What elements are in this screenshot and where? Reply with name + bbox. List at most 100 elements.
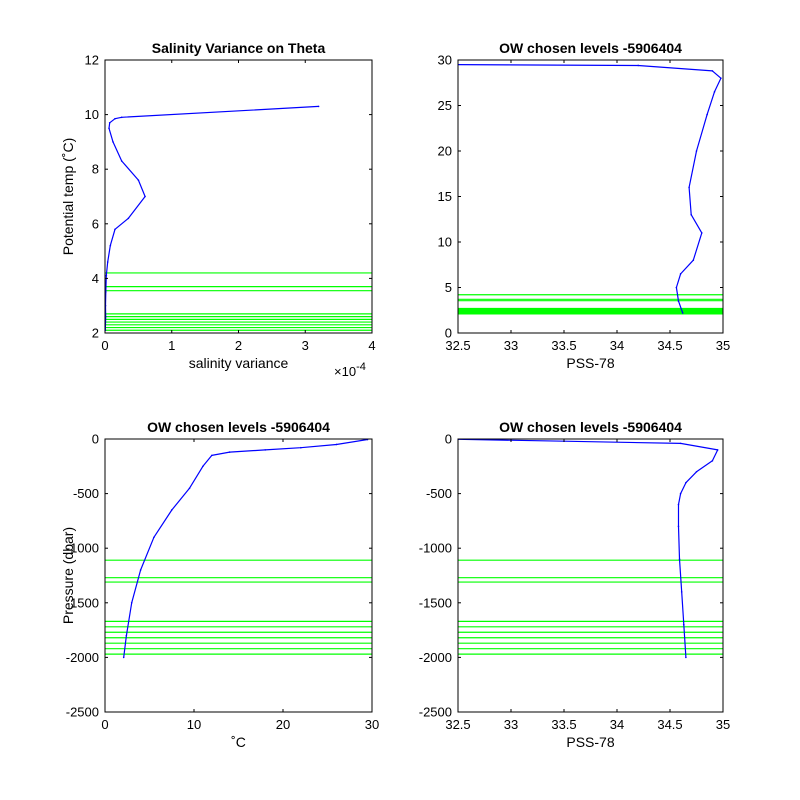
x-axis-exponent: ×10-4: [334, 361, 366, 379]
axes-background: [105, 60, 372, 333]
x-tick-label: 34.5: [657, 338, 682, 353]
y-tick-label: -500: [73, 486, 99, 501]
profile-point: [679, 492, 682, 495]
profile-point: [188, 487, 191, 489]
x-tick-label: 33.5: [551, 717, 576, 732]
profile-point: [680, 591, 683, 593]
profile-point: [127, 217, 130, 220]
x-tick-label: 33.5: [551, 338, 576, 353]
y-tick-label: 2: [92, 326, 99, 341]
x-axis-exponent-base: ×10: [334, 364, 356, 379]
profile-point: [713, 91, 716, 93]
x-tick-label: 35: [716, 717, 730, 732]
y-tick-label: -1000: [419, 541, 452, 556]
profile-point: [685, 656, 687, 659]
y-axis-label: Pressure (dbar): [60, 527, 76, 624]
profile-point: [106, 261, 109, 263]
profile-point: [202, 465, 204, 468]
y-tick-label: 10: [85, 107, 99, 122]
profile-point: [692, 259, 695, 262]
y-tick-label: 12: [85, 53, 99, 68]
profile-point: [716, 449, 719, 451]
profile-point: [137, 179, 140, 181]
x-tick-label: 1: [168, 338, 175, 353]
subplot-title: OW chosen levels -5906404: [147, 419, 330, 435]
profile-line: [458, 439, 719, 658]
y-tick-label: -1500: [66, 595, 99, 610]
profile-point: [711, 460, 714, 462]
profile-point: [679, 442, 682, 445]
y-tick-label: -2500: [66, 705, 99, 720]
profile-point: [120, 116, 123, 119]
y-tick-label: 0: [445, 326, 452, 341]
x-tick-label: 32.5: [445, 717, 470, 732]
profile-point: [125, 634, 128, 637]
y-tick-label: 6: [92, 216, 99, 231]
profile-point: [114, 117, 116, 120]
profile-line: [123, 439, 368, 658]
profile-point: [675, 286, 678, 289]
profile-point: [228, 451, 231, 453]
subplot-3: 0 10 20 30 -2500 -2000 -1500 -1000 -500 0 OW chose…: [60, 419, 379, 750]
y-tick-label: -2000: [419, 650, 452, 665]
subplot-4: 32.5 33 33.5 34 34.5 35 -2500 -2000 -1500 -1000 -5…: [419, 419, 730, 750]
y-tick-label: 0: [445, 432, 452, 447]
profile-point: [122, 656, 125, 659]
y-tick-label: 10: [438, 235, 452, 250]
x-axis-exponent-power: -4: [356, 361, 366, 373]
x-tick-label: 3: [302, 338, 309, 353]
profile-point: [109, 244, 112, 247]
y-tick-label: 8: [92, 162, 99, 177]
profile-point: [120, 160, 123, 162]
plot-area: [105, 105, 372, 332]
x-tick-label: 0: [101, 338, 108, 353]
profile-point: [677, 300, 680, 302]
plot-area: [458, 63, 723, 315]
profile-point: [114, 228, 116, 231]
x-tick-label: 32.5: [445, 338, 470, 353]
profile-point: [679, 273, 682, 275]
x-tick-label: 2: [235, 338, 242, 353]
profile-point: [685, 481, 687, 484]
y-tick-label: 5: [445, 280, 452, 295]
profile-point: [264, 449, 267, 451]
profile-point: [335, 443, 338, 446]
y-tick-label: -1000: [66, 541, 99, 556]
x-tick-label: 34: [610, 338, 624, 353]
subplot-2: 32.5 33 33.5 34 34.5 35 0 5 10 15 20 25 30 OW chosen …: [438, 40, 731, 371]
profile-point: [677, 525, 680, 528]
x-axis-label: ˚C: [231, 734, 246, 750]
profile-point: [317, 105, 320, 108]
x-tick-label: 0: [101, 717, 108, 732]
profile-point: [637, 64, 639, 67]
axes-background: [458, 439, 723, 712]
profile-point: [112, 141, 114, 143]
x-axis-label: salinity variance: [189, 355, 289, 371]
profile-point: [108, 127, 110, 130]
subplot-title: OW chosen levels -5906404: [499, 40, 682, 56]
profile-point: [678, 558, 681, 560]
profile-point: [139, 569, 142, 571]
y-tick-label: 25: [438, 98, 452, 113]
profile-point: [682, 623, 685, 626]
x-axis-label: PSS-78: [566, 734, 614, 750]
x-tick-label: 33: [504, 717, 518, 732]
axes-frame: [104, 438, 373, 713]
y-tick-label: -500: [426, 486, 452, 501]
profile-point: [701, 232, 703, 234]
x-tick-label: 30: [365, 717, 379, 732]
profile-point: [105, 274, 108, 277]
x-tick-label: 34.5: [657, 717, 682, 732]
profile-point: [681, 312, 684, 314]
profile-point: [170, 509, 173, 511]
profile-point: [144, 195, 146, 198]
x-tick-label: 34: [610, 717, 624, 732]
y-tick-label: 4: [92, 271, 99, 286]
profile-line: [105, 105, 319, 331]
profile-point: [720, 77, 722, 79]
profile-point: [695, 470, 698, 473]
subplot-title: OW chosen levels -5906404: [499, 419, 682, 435]
x-tick-label: 4: [368, 338, 375, 353]
